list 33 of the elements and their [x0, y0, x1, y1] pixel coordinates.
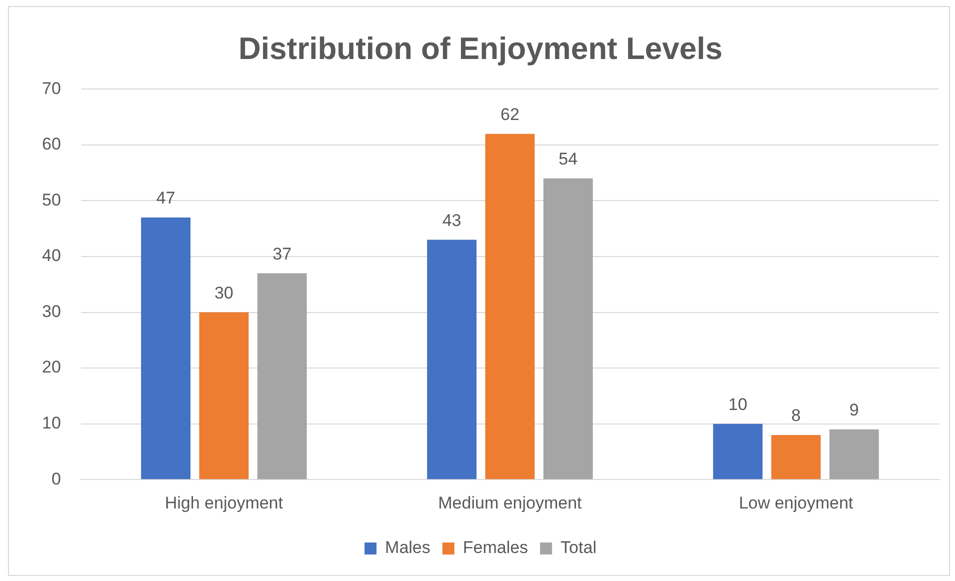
- data-label: 9: [849, 400, 859, 420]
- bar: [199, 312, 249, 480]
- bar: [257, 273, 307, 480]
- bar: [427, 240, 477, 480]
- chart-title: Distribution of Enjoyment Levels: [238, 31, 722, 66]
- bar: [485, 134, 535, 480]
- y-tick-label: 10: [42, 414, 61, 433]
- bar: [771, 434, 821, 480]
- x-tick-label: Medium enjoyment: [438, 493, 582, 512]
- data-label: 8: [791, 406, 801, 426]
- data-label: 62: [500, 105, 520, 124]
- x-tick-label: Low enjoyment: [738, 493, 854, 512]
- legend-label: Total: [560, 538, 596, 558]
- legend-label: Females: [462, 538, 528, 558]
- data-label: 47: [156, 188, 176, 208]
- bar: [141, 217, 190, 480]
- x-tick-label: High enjoyment: [164, 493, 284, 512]
- y-tick-label: 40: [42, 246, 61, 266]
- data-label: 37: [272, 244, 292, 264]
- data-label: 30: [214, 283, 234, 302]
- legend-label: Males: [385, 538, 430, 558]
- data-label: 54: [558, 150, 578, 169]
- bar: [543, 178, 593, 480]
- y-tick-label: 70: [42, 78, 61, 98]
- y-tick-label: 0: [51, 469, 61, 488]
- y-tick-label: 60: [42, 134, 61, 154]
- data-label: 43: [442, 210, 462, 230]
- y-tick-label: 20: [42, 358, 61, 377]
- data-label: 10: [728, 395, 748, 414]
- y-tick-label: 30: [42, 302, 61, 321]
- y-tick-label: 50: [42, 190, 61, 210]
- bar: [829, 429, 879, 480]
- bar: [713, 424, 763, 480]
